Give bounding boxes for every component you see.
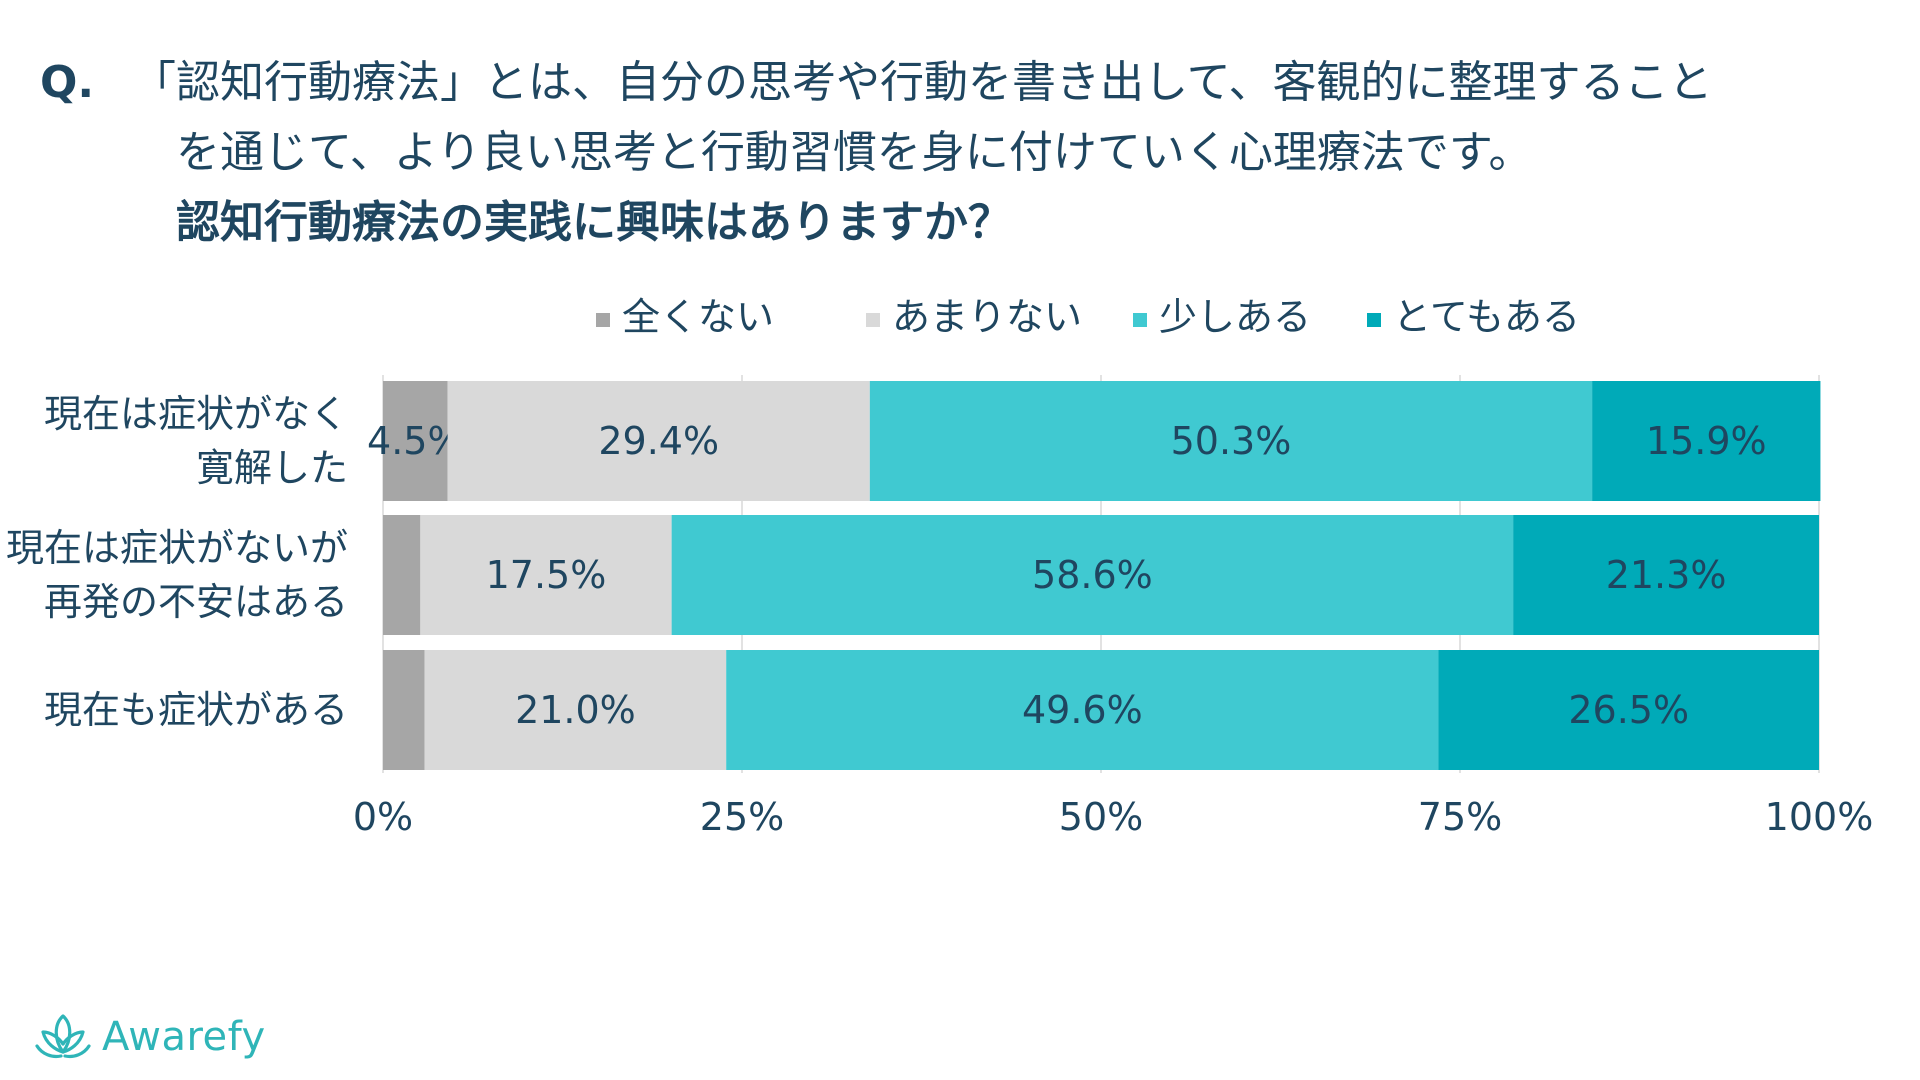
bar-segment xyxy=(671,515,1514,635)
question-text: Q. 「認知行動療法」とは、自分の思考や行動を書き出して、客観的に整理すること … xyxy=(40,48,1900,258)
data-label: 29.4% xyxy=(598,419,719,463)
lotus-icon xyxy=(35,1014,91,1059)
legend-label: 全くない xyxy=(622,295,774,339)
x-tick-label: 0% xyxy=(353,795,413,839)
question-prefix: Q. xyxy=(40,57,95,108)
bar-segment xyxy=(726,650,1439,770)
brand-logo: Awarefy xyxy=(34,1010,266,1064)
question-line-3: 認知行動療法の実践に興味はありますか？ xyxy=(176,197,1012,248)
data-label: 49.6% xyxy=(1022,688,1143,732)
data-label: 50.3% xyxy=(1171,419,1292,463)
data-label: 26.5% xyxy=(1568,688,1689,732)
legend-label: とてもある xyxy=(1393,295,1580,339)
category-label: 寛解した xyxy=(196,446,348,490)
bar-segment xyxy=(383,381,448,501)
legend-swatch xyxy=(596,313,610,327)
data-label: 21.0% xyxy=(515,688,636,732)
category-label: 再発の不安はある xyxy=(44,580,348,624)
category-label: 現在も症状がある xyxy=(44,688,348,732)
legend-label: 少しある xyxy=(1159,295,1311,339)
bar-segment xyxy=(383,650,425,770)
bar-segment xyxy=(1592,381,1821,501)
bar-segment xyxy=(869,381,1593,501)
bar-segment xyxy=(447,381,870,501)
data-label: 17.5% xyxy=(486,553,607,597)
x-tick-label: 50% xyxy=(1059,795,1143,839)
x-tick-label: 25% xyxy=(700,795,784,839)
data-label: 58.6% xyxy=(1032,553,1153,597)
category-label: 現在は症状がなく xyxy=(44,392,348,436)
bar-segment xyxy=(420,515,672,635)
x-tick-label: 75% xyxy=(1418,795,1502,839)
category-label: 現在は症状がないが xyxy=(6,526,348,570)
legend-swatch xyxy=(1367,313,1381,327)
question-line-1: 「認知行動療法」とは、自分の思考や行動を書き出して、客観的に整理すること xyxy=(132,57,1713,108)
bar-segment xyxy=(383,515,421,635)
legend-label: あまりない xyxy=(892,295,1082,339)
data-label: 21.3% xyxy=(1606,553,1727,597)
bar-segment xyxy=(1438,650,1819,770)
data-label: 4.5% xyxy=(367,419,464,463)
bar-segment xyxy=(424,650,727,770)
stacked-bar-chart: 0% 25% 50% 75% 100% 全くない あまりない 少しある とてもある 4.5% 29.… xyxy=(6,295,1874,839)
question-line-2: を通じて、より良い思考と行動習慣を身に付けていく心理療法です。 xyxy=(176,127,1533,178)
legend-swatch xyxy=(1133,313,1147,327)
data-label: 15.9% xyxy=(1646,419,1767,463)
legend-swatch xyxy=(866,313,880,327)
x-tick-label: 100% xyxy=(1765,795,1874,839)
brand-name: Awarefy xyxy=(102,1014,266,1060)
bar-segment xyxy=(1513,515,1819,635)
